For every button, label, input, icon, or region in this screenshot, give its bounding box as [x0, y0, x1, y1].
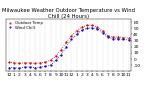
Legend: Outdoor Temp, Wind Chill: Outdoor Temp, Wind Chill: [8, 21, 43, 30]
Title: Milwaukee Weather Outdoor Temperature vs Wind Chill (24 Hours): Milwaukee Weather Outdoor Temperature vs…: [2, 8, 135, 19]
